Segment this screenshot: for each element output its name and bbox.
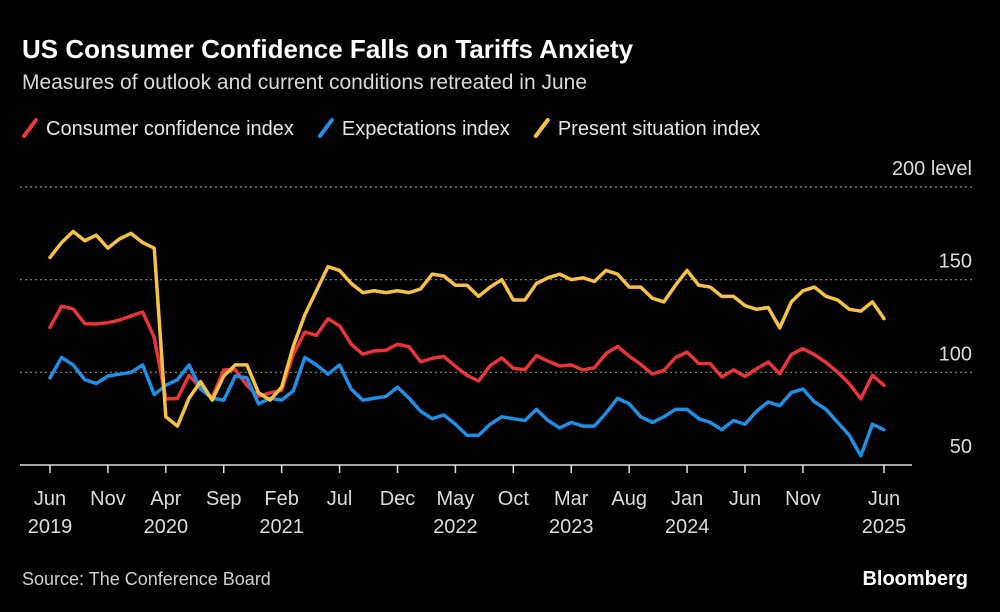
x-tick-label: Aug (611, 488, 647, 510)
x-tick-label: Feb 2021 (259, 488, 304, 538)
legend-marker (533, 118, 550, 138)
x-tick-label: Nov (785, 488, 821, 510)
chart-subtitle: Measures of outlook and current conditio… (22, 71, 587, 94)
x-tick-label: Sep (206, 488, 242, 510)
y-tick-label: 50 (950, 436, 972, 458)
series-line (48, 304, 886, 401)
x-tick-label: Mar 2023 (549, 488, 594, 538)
y-tick-label: 200 level (892, 158, 972, 180)
x-tick-label: Oct (498, 488, 530, 510)
x-tick-label: Apr 2020 (144, 488, 189, 538)
legend-marker (22, 118, 38, 138)
logo: Bloomberg (862, 568, 968, 590)
x-tick-label: Jul (327, 488, 353, 510)
y-tick-label: 150 (939, 251, 972, 273)
chart-title: US Consumer Confidence Falls on Tariffs … (22, 34, 634, 64)
x-tick-label: May 2022 (433, 488, 478, 538)
series-line (48, 355, 886, 458)
x-tick-label: Jun 2025 (862, 488, 907, 538)
x-tick-label: Dec (380, 488, 416, 510)
source: Source: The Conference Board (22, 569, 271, 589)
legend-label: Present situation index (558, 118, 760, 140)
series-line (48, 229, 886, 428)
legend-label: Consumer confidence index (46, 118, 294, 140)
legend-marker (317, 118, 334, 138)
x-tick-label: Jun 2019 (28, 488, 73, 538)
x-tick-label: Nov (90, 488, 126, 510)
legend-label: Expectations index (342, 118, 510, 140)
x-tick-label: Jun (729, 488, 761, 510)
y-tick-label: 100 (939, 343, 972, 365)
x-tick-label: Jan 2024 (665, 488, 710, 538)
